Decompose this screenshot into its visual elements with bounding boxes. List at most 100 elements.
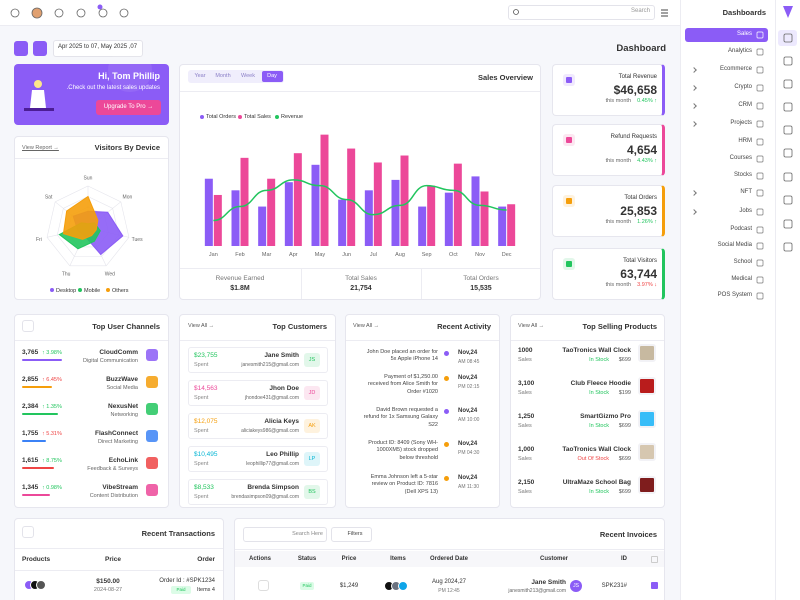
customer-row [188,479,328,505]
stat-label: Total Orders [463,275,499,282]
invoice-customer: Jane Smith [531,579,566,586]
search-placeholder: Search Here [292,531,323,537]
button[interactable] [96,100,161,115]
x-tick-label: May [314,252,326,258]
button[interactable] [258,580,269,591]
button[interactable] [331,527,372,542]
button[interactable] [33,41,47,56]
menu-item[interactable]: School [733,259,752,265]
customer-spent-label: Spent [194,395,209,401]
product-sales-label: Sales [518,423,532,429]
product-status: In Stock [589,357,609,363]
customer-name: Jane Smith [264,352,299,359]
menu-item[interactable]: Podcast [730,226,752,232]
customer-amount: $10,495 [194,451,218,458]
divider [511,340,664,341]
tab[interactable]: Week [241,73,255,79]
product-status: In Stock [589,489,609,495]
menu-item[interactable]: HRM [738,138,752,144]
legend-label: Total Orders [206,114,236,120]
channel-logo [146,349,158,361]
transaction-price: $150.00 [96,578,120,585]
menu-item[interactable]: Ecommerce [719,66,752,72]
menu-item[interactable]: POS System [717,292,752,298]
legend-dot [238,115,242,119]
menu-item[interactable]: NFT [740,189,752,195]
kpi-icon-glyph [566,198,572,204]
channel-name: BuzzWave [106,376,138,383]
customer-email: aliciakeys986@gmail.com [241,428,299,434]
activity-dot [444,376,449,381]
button[interactable] [22,320,34,332]
menu-item[interactable]: Jobs [739,208,752,214]
menu-item[interactable]: Medical [731,276,752,282]
tab-group [188,70,284,83]
tab[interactable]: Month [215,73,231,79]
customer-initials: AK [308,422,316,429]
channel-value: 2,384 [22,403,39,410]
product-avatar [36,580,46,590]
card-title: Visitors By Device [94,143,160,152]
customer-name: Jhon Doe [269,385,299,392]
activity-text: Payment of $1,250.00 received from Alice… [368,374,438,395]
channel-change: ↑ 1.35% [42,403,62,410]
menu-item-active[interactable] [685,28,768,42]
view-all-link[interactable]: View All → [353,323,380,329]
view-all-link[interactable]: View All → [188,323,215,329]
kpi-change: 4.43% ↑ [637,158,657,164]
date-box[interactable] [53,40,143,57]
search-box[interactable] [508,5,655,20]
customer-amount: $23,755 [194,352,218,359]
view-report-link[interactable]: View Report → [22,145,59,151]
card [14,136,169,300]
divider [180,268,540,269]
checkbox-checked[interactable] [651,582,658,589]
activity-date: Nov,24 [458,475,478,481]
invoice-date: Aug 2024,27 [431,579,467,585]
menu-item[interactable]: Projects [730,120,752,126]
menu-item[interactable]: Stocks [733,172,752,178]
card-title: Sales Overview [477,73,533,82]
channel-value: 2,855 [22,376,39,383]
transaction-date: 2024-08-27 [93,587,123,593]
menu-item[interactable]: Social Media [717,242,752,248]
channel-category: Content Distribution [89,493,138,499]
button[interactable] [14,41,28,56]
product-price: $699 [618,423,631,429]
x-tick-label: Jun [342,252,352,258]
invoice-search[interactable] [243,527,327,542]
card [552,64,665,116]
channel-category: Social Media [106,385,139,391]
column-header: Customer [539,556,568,562]
menu-item[interactable]: Sales [736,31,752,37]
table-header-bg [235,551,664,567]
button[interactable] [22,526,34,538]
activity-time: AM 11:30 [458,484,480,490]
customer-badge [570,580,582,592]
activity-text: David Brown requested a refund for 1x Sa… [363,407,438,428]
tab[interactable]: Day [267,73,277,79]
menu-item[interactable]: CRM [738,102,752,108]
channel-change: ↑ 3.98% [42,349,62,356]
stat-value: $1.8M [230,285,250,292]
view-all-link[interactable]: View All → [518,323,545,329]
card [179,314,336,508]
product-price: $699 [618,489,631,495]
tab[interactable]: Year [194,73,206,79]
icon-strip [775,0,800,600]
filter-button[interactable]: Filters [347,531,363,537]
menu-item[interactable]: Courses [729,155,752,161]
x-tick-label: Apr [289,252,298,258]
product-image [638,344,656,362]
product-status: In Stock [589,423,609,429]
stat-label: Total Sales [345,275,377,282]
column-header: Actions [248,556,271,562]
tab-active[interactable] [262,71,283,82]
checkbox[interactable] [651,556,658,563]
channel-name: VibeStream [102,484,138,491]
card-title: Recent Activity [437,322,491,331]
upgrade-button[interactable]: Upgrade To Pro → [103,104,154,110]
product-image [638,443,656,461]
menu-item[interactable]: Crypto [734,84,752,90]
menu-item[interactable]: Analytics [727,48,752,54]
